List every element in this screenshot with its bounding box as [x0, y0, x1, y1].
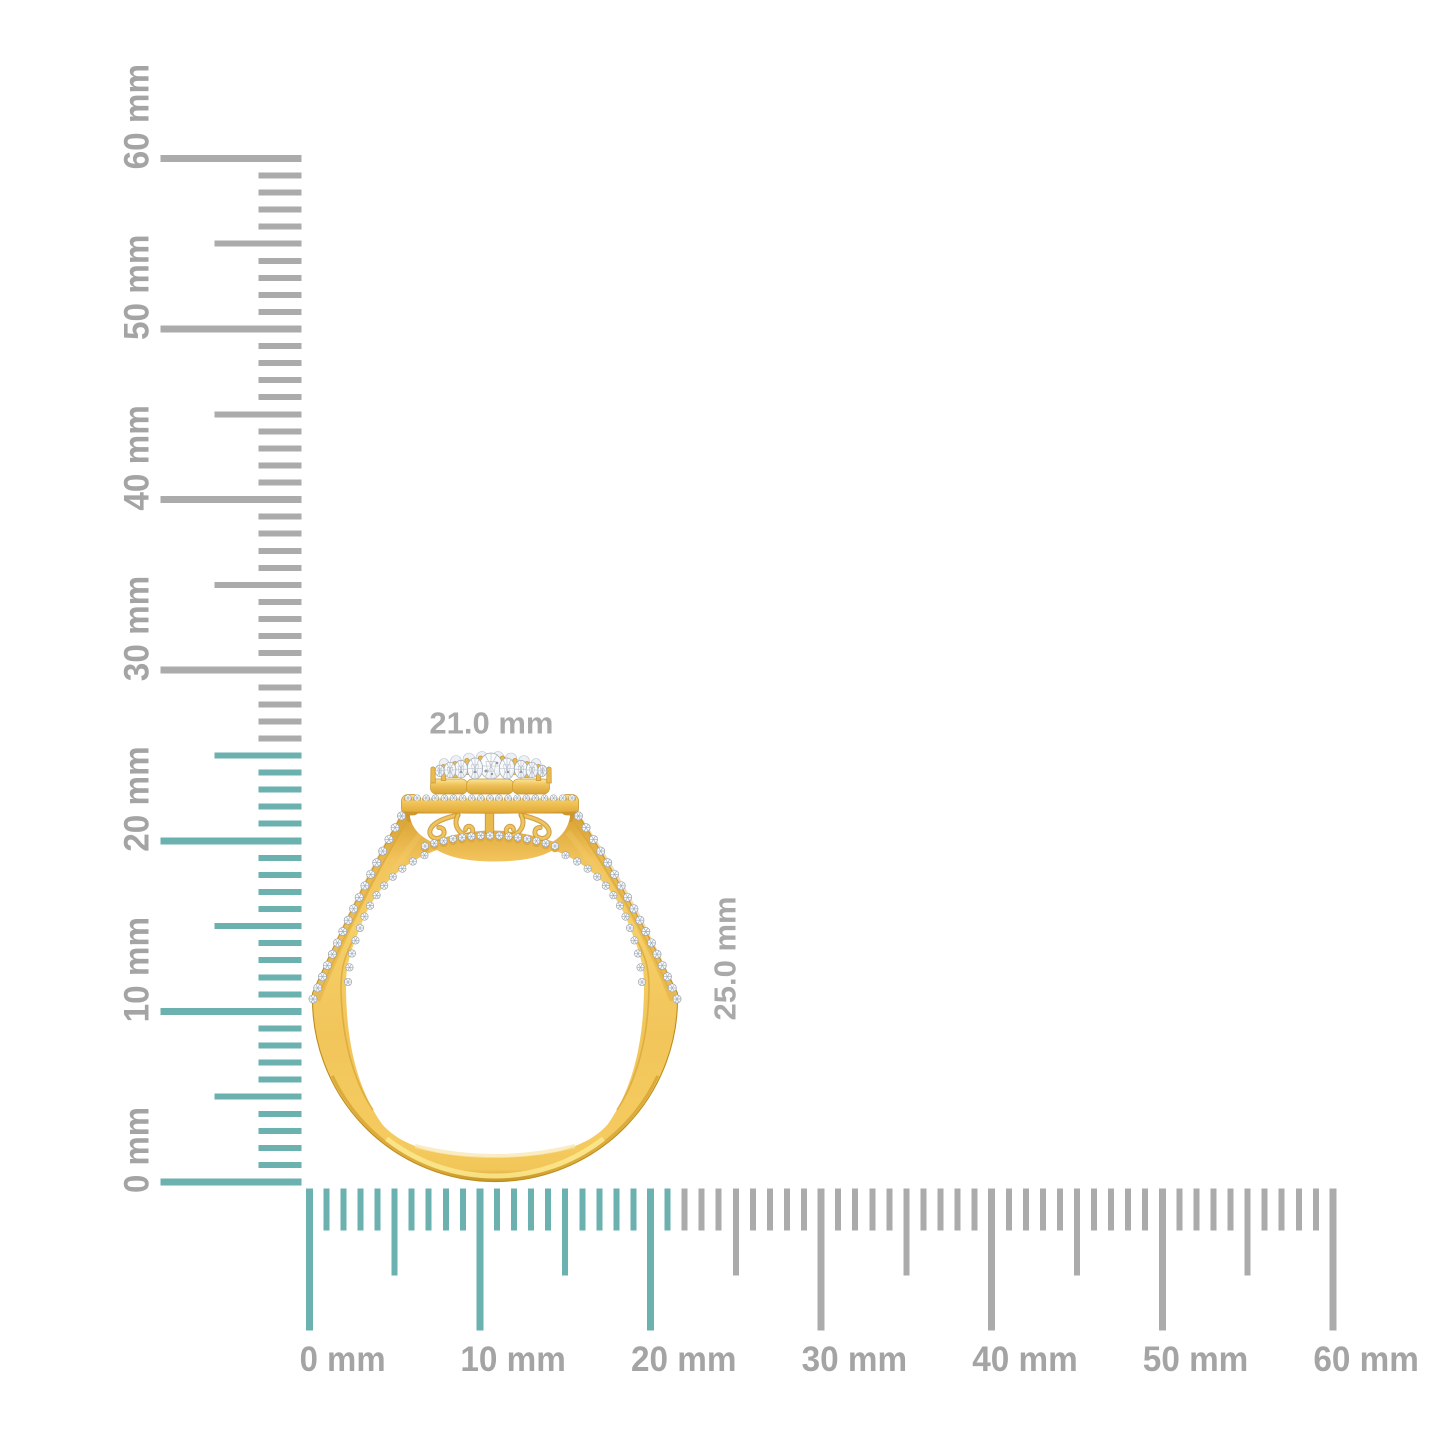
- svg-text:10 mm: 10 mm: [460, 1340, 566, 1379]
- svg-text:25.0 mm: 25.0 mm: [708, 896, 743, 1020]
- svg-text:21.0 mm: 21.0 mm: [429, 706, 553, 741]
- svg-text:50 mm: 50 mm: [118, 235, 157, 341]
- svg-text:60 mm: 60 mm: [1313, 1340, 1419, 1379]
- svg-text:0 mm: 0 mm: [118, 1107, 157, 1193]
- svg-text:10 mm: 10 mm: [118, 917, 157, 1023]
- svg-text:30 mm: 30 mm: [802, 1340, 908, 1379]
- svg-text:30 mm: 30 mm: [118, 576, 157, 682]
- svg-text:60 mm: 60 mm: [118, 64, 157, 170]
- svg-text:20 mm: 20 mm: [118, 746, 157, 852]
- svg-text:40 mm: 40 mm: [972, 1340, 1077, 1379]
- svg-text:50 mm: 50 mm: [1143, 1340, 1249, 1379]
- svg-text:20 mm: 20 mm: [631, 1340, 737, 1379]
- svg-text:0 mm: 0 mm: [300, 1340, 386, 1379]
- svg-text:40 mm: 40 mm: [118, 405, 157, 511]
